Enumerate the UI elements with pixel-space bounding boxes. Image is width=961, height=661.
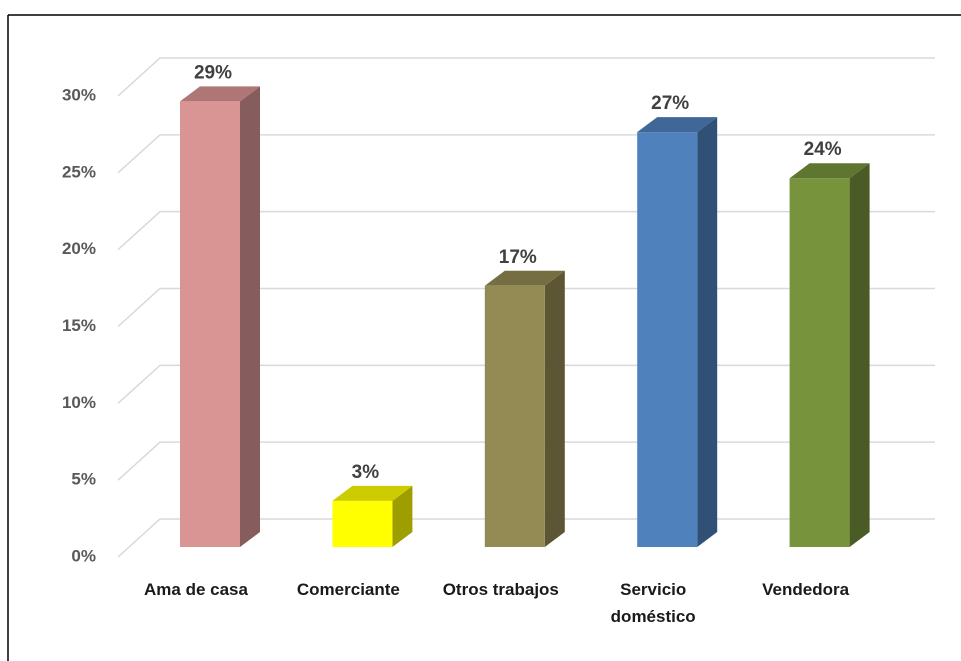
bar-side <box>392 485 413 547</box>
bar-side <box>697 117 718 547</box>
grid-line <box>117 57 935 97</box>
bar <box>637 117 718 547</box>
bar-side <box>849 163 870 547</box>
value-label: 24% <box>804 139 842 160</box>
bar-front <box>484 285 545 547</box>
bar-front <box>180 101 240 547</box>
bar <box>789 163 870 547</box>
y-tick-label: 15% <box>62 316 96 335</box>
x-tick-label: Servicio doméstico <box>610 580 696 626</box>
value-label: 3% <box>352 462 380 483</box>
bar-front <box>637 132 698 547</box>
value-label: 29% <box>194 62 232 83</box>
bar-top <box>484 270 565 286</box>
bar-top <box>332 485 413 501</box>
y-tick-label: 25% <box>62 162 96 181</box>
y-tick-label: 30% <box>62 85 96 104</box>
x-tick-label: Otros trabajos <box>442 580 559 599</box>
x-tick-label: Vendedora <box>762 580 850 599</box>
value-label: 17% <box>499 247 537 268</box>
value-label: 27% <box>651 93 689 114</box>
bar-front <box>332 500 393 547</box>
x-tick-label: Comerciante <box>296 580 400 599</box>
bar-side <box>544 270 565 547</box>
y-tick-label: 0% <box>71 546 96 565</box>
bar <box>332 485 413 547</box>
bar-top <box>180 86 260 102</box>
bar-side <box>240 86 260 547</box>
bar-front <box>789 178 850 547</box>
bar <box>180 86 260 547</box>
bar-top <box>637 117 718 133</box>
bar-top <box>789 163 870 179</box>
y-tick-label: 5% <box>71 470 96 489</box>
y-tick-label: 10% <box>62 393 96 412</box>
bar <box>484 270 565 547</box>
y-tick-label: 20% <box>62 239 96 258</box>
x-tick-label: Ama de casa <box>144 580 248 599</box>
